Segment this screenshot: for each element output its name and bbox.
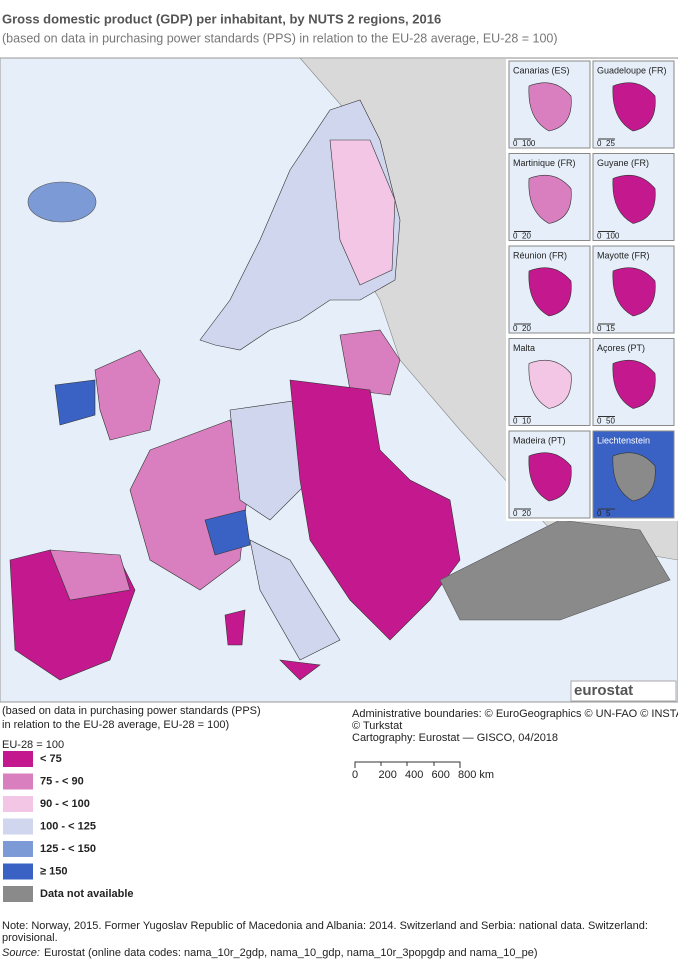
inset-region — [612, 174, 656, 224]
inset-scale-label: 0 — [597, 232, 602, 241]
inset-label: Réunion (FR) — [513, 250, 567, 260]
inset-scale-label: 0 — [597, 509, 602, 518]
scale-label: 600 — [432, 769, 450, 781]
inset-scale-label: 0 — [513, 139, 518, 148]
scale-label: 200 — [379, 769, 397, 781]
inset-label: Madeira (PT) — [513, 435, 566, 445]
legend-label: 90 - < 100 — [40, 798, 90, 810]
inset-scale-label: 25 — [606, 139, 615, 148]
inset-scale-label: 0 — [513, 232, 518, 241]
credit-line: © Turkstat — [352, 720, 402, 732]
logo: eurostat — [574, 682, 633, 699]
inset-label: Liechtenstein — [597, 435, 650, 445]
legend-heading: in relation to the EU-28 average, EU-28 … — [2, 719, 229, 731]
inset-scale-label: 0 — [513, 324, 518, 333]
inset-scale-label: 100 — [522, 139, 536, 148]
inset-label: Malta — [513, 343, 535, 353]
inset-region — [612, 452, 656, 502]
legend: (based on data in purchasing power stand… — [2, 705, 261, 902]
source-text: Eurostat (online data codes: nama_10r_2g… — [44, 947, 538, 959]
inset-region — [612, 82, 656, 132]
inset-scale-label: 15 — [606, 324, 615, 333]
source-label: Source: — [2, 947, 40, 959]
inset-scale-label: 5 — [606, 509, 611, 518]
inset-region — [528, 452, 572, 502]
legend-swatch — [3, 773, 33, 790]
scale-label: 0 — [352, 769, 358, 781]
subtitle: (based on data in purchasing power stand… — [2, 31, 558, 45]
legend-label: 75 - < 90 — [40, 775, 84, 787]
credit-line: Cartography: Eurostat — GISCO, 04/2018 — [352, 732, 558, 744]
inset-scale-label: 50 — [606, 417, 615, 426]
inset-scale-label: 0 — [597, 139, 602, 148]
inset-scale-label: 10 — [522, 417, 531, 426]
inset-label: Açores (PT) — [597, 343, 645, 353]
credits: Administrative boundaries: © EuroGeograp… — [352, 708, 678, 781]
legend-label: ≥ 150 — [40, 865, 67, 877]
note: Note: Norway, 2015. Former Yugoslav Repu… — [2, 920, 648, 932]
legend-subheading: EU-28 = 100 — [2, 739, 64, 751]
inset-label: Guadeloupe (FR) — [597, 65, 667, 75]
scale-label: 400 — [405, 769, 423, 781]
logo-box — [570, 680, 677, 702]
inset-label: Martinique (FR) — [513, 158, 576, 168]
inset-label: Canarias (ES) — [513, 65, 570, 75]
inset-label: Guyane (FR) — [597, 158, 649, 168]
legend-label: 100 - < 125 — [40, 820, 96, 832]
legend-label: 125 - < 150 — [40, 843, 96, 855]
inset-scale-label: 0 — [513, 509, 518, 518]
legend-label: Data not available — [40, 888, 134, 900]
inset-region — [612, 359, 656, 409]
inset-scale-label: 0 — [597, 324, 602, 333]
inset-region — [528, 267, 572, 317]
credit-line: Administrative boundaries: © EuroGeograp… — [352, 708, 678, 720]
note: provisional. — [2, 932, 58, 944]
legend-swatch — [3, 863, 33, 880]
legend-swatch — [3, 886, 33, 902]
legend-heading: (based on data in purchasing power stand… — [2, 705, 261, 717]
inset-scale-label: 0 — [513, 417, 518, 426]
inset-scale-label: 100 — [606, 232, 620, 241]
legend-swatch — [3, 841, 33, 857]
inset-scale-label: 20 — [522, 509, 531, 518]
inset-region — [528, 82, 572, 132]
legend-swatch — [3, 751, 33, 767]
footer: Note: Norway, 2015. Former Yugoslav Repu… — [2, 920, 648, 959]
inset-scale-label: 20 — [522, 232, 531, 241]
inset-scale-label: 0 — [597, 417, 602, 426]
inset-scale-label: 20 — [522, 324, 531, 333]
legend-swatch — [3, 796, 33, 812]
scale-label: 800 km — [458, 769, 494, 781]
inset-label: Mayotte (FR) — [597, 250, 650, 260]
legend-swatch — [3, 818, 33, 835]
inset-region — [528, 174, 572, 224]
inset-region — [528, 359, 572, 409]
scale-bar — [354, 761, 461, 768]
legend-label: < 75 — [40, 753, 62, 765]
inset-region — [612, 267, 656, 317]
title: Gross domestic product (GDP) per inhabit… — [2, 11, 441, 26]
